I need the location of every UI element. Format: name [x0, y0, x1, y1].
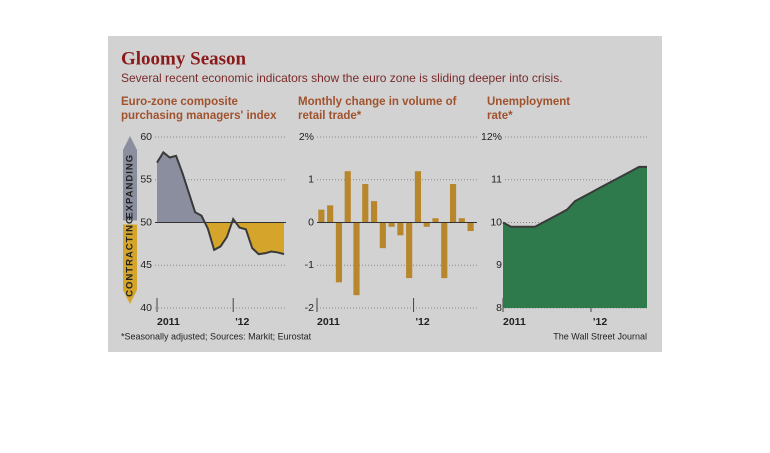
y-tick-label: 40 — [140, 302, 152, 314]
title: Gloomy Season — [121, 48, 247, 69]
y-tick-label: -1 — [305, 259, 314, 271]
panel-title: purchasing managers' index — [121, 110, 277, 122]
bar — [432, 218, 439, 223]
annotation: EXPANDING — [125, 154, 136, 219]
line — [156, 150, 285, 256]
y-tick-label: 12% — [481, 131, 502, 143]
bar — [388, 222, 395, 227]
bar — [327, 205, 334, 223]
panel-title: Unemployment — [487, 96, 570, 108]
bar — [362, 184, 369, 223]
bar — [397, 222, 404, 236]
bar — [423, 222, 430, 227]
x-tick-label: 2011 — [317, 316, 340, 328]
panel-title: retail trade* — [298, 110, 362, 122]
bar — [344, 171, 351, 223]
y-tick-label: 9 — [496, 259, 502, 271]
x-tick-label: '12 — [416, 316, 430, 328]
subtitle: Several recent economic indicators show … — [121, 71, 563, 85]
source: The Wall Street Journal — [553, 331, 647, 341]
line — [502, 165, 647, 228]
y-tick-label: 1 — [308, 174, 314, 186]
area — [503, 166, 647, 308]
y-tick-label: 8 — [496, 302, 502, 314]
y-tick-label: 11 — [491, 174, 502, 186]
x-tick-label: 2011 — [157, 316, 180, 328]
y-tick-label: -2 — [305, 302, 314, 314]
panel-title: rate* — [487, 110, 513, 122]
y-tick-label: 2% — [299, 131, 314, 143]
bar — [467, 222, 474, 232]
bar — [379, 222, 386, 249]
y-tick-label: 60 — [140, 131, 152, 143]
panel-title: Monthly change in volume of — [298, 96, 457, 108]
y-tick-label: 45 — [140, 259, 152, 271]
bar — [353, 222, 360, 296]
x-tick-label: 2011 — [503, 316, 526, 328]
panel-title: Euro-zone composite — [121, 96, 238, 108]
arrow-up — [123, 136, 137, 221]
x-tick-label: '12 — [235, 316, 249, 328]
arrow-down — [123, 224, 137, 304]
area-above — [157, 152, 284, 223]
bar — [406, 222, 413, 279]
bar — [441, 222, 448, 279]
bar — [370, 201, 378, 223]
bar — [335, 222, 343, 283]
y-tick-label: 50 — [140, 216, 152, 228]
bar — [318, 209, 325, 223]
annotation: CONTRACTING — [125, 216, 136, 297]
x-tick-label: '12 — [593, 316, 607, 328]
bar — [458, 218, 465, 223]
bar — [449, 184, 457, 223]
y-tick-label: 0 — [308, 216, 314, 228]
y-tick-label: 10 — [490, 216, 502, 228]
bar — [414, 171, 422, 223]
footnote: *Seasonally adjusted; Sources: Markit; E… — [121, 331, 312, 341]
y-tick-label: 55 — [140, 174, 152, 186]
